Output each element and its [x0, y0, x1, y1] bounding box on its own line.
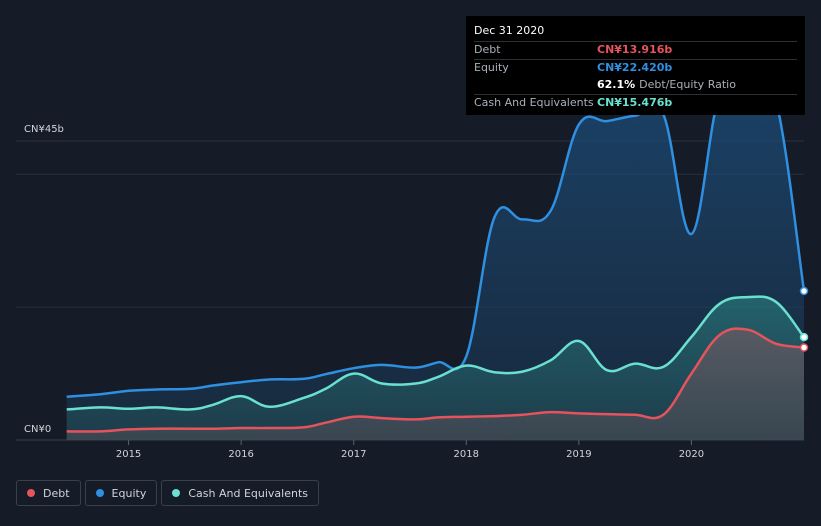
- debt-line: [66, 327, 805, 433]
- equity-endpoint[interactable]: [799, 286, 809, 296]
- tooltip-debt-label: Debt: [474, 43, 501, 56]
- data-tooltip: Dec 31 2020 Debt CN¥13.916b Equity CN¥22…: [466, 16, 805, 115]
- legend-label-cash: Cash And Equivalents: [188, 486, 308, 500]
- debt-endpoint[interactable]: [799, 343, 809, 352]
- y-axis-min-label: CN¥0: [24, 424, 51, 435]
- chart-legend: Debt Equity Cash And Equivalents: [16, 480, 319, 506]
- tooltip-row-cash: Cash And Equivalents CN¥15.476b: [474, 94, 797, 112]
- x-tick-label-2018: 2018: [454, 449, 479, 460]
- x-tick-label-2016: 2016: [228, 449, 253, 460]
- legend-dot-equity-icon: [95, 489, 104, 497]
- x-tick-label-2020: 2020: [679, 449, 704, 460]
- tooltip-ratio-value: 62.1%: [597, 78, 636, 91]
- x-tick-label-2019: 2019: [566, 449, 591, 460]
- y-axis-max-label: CN¥45b: [24, 124, 64, 135]
- series-areas: [66, 82, 804, 441]
- cash-and-equivalents-line: [66, 295, 805, 411]
- tooltip-equity-label: Equity: [474, 61, 509, 74]
- tooltip-row-equity: Equity CN¥22.420b: [474, 59, 797, 77]
- legend-item-cash[interactable]: Cash And Equivalents: [161, 480, 319, 506]
- tooltip-equity-value: CN¥22.420b: [597, 61, 673, 74]
- x-tick-label-2015: 2015: [116, 449, 141, 460]
- tooltip-cash-value: CN¥15.476b: [597, 96, 673, 109]
- series-lines: [66, 81, 806, 433]
- tooltip-ratio-label: Debt/Equity Ratio: [639, 78, 736, 91]
- legend-dot-debt-icon: [27, 489, 35, 497]
- tooltip-date: Dec 31 2020: [474, 24, 545, 37]
- equity-line: [66, 81, 806, 399]
- legend-label-equity: Equity: [111, 486, 147, 500]
- legend-dot-cash-icon: [172, 489, 181, 497]
- tooltip-row-debt: Debt CN¥13.916b: [474, 41, 797, 59]
- tooltip-cash-label: Cash And Equivalents: [474, 96, 594, 109]
- tooltip-row-ratio: 62.1% Debt/Equity Ratio: [474, 77, 797, 94]
- series-endpoints: [799, 286, 809, 352]
- cash-and-equivalents-endpoint[interactable]: [799, 332, 809, 342]
- legend-item-equity[interactable]: Equity: [84, 480, 158, 506]
- tooltip-debt-value: CN¥13.916b: [597, 43, 673, 56]
- cash-and-equivalents-area: [66, 296, 804, 440]
- x-axis-ticks: 2015 2016 2017 2018 2019 2020: [116, 440, 704, 460]
- equity-area: [66, 82, 804, 441]
- legend-label-debt: Debt: [43, 486, 70, 500]
- legend-item-debt[interactable]: Debt: [16, 480, 81, 506]
- x-tick-label-2017: 2017: [341, 449, 366, 460]
